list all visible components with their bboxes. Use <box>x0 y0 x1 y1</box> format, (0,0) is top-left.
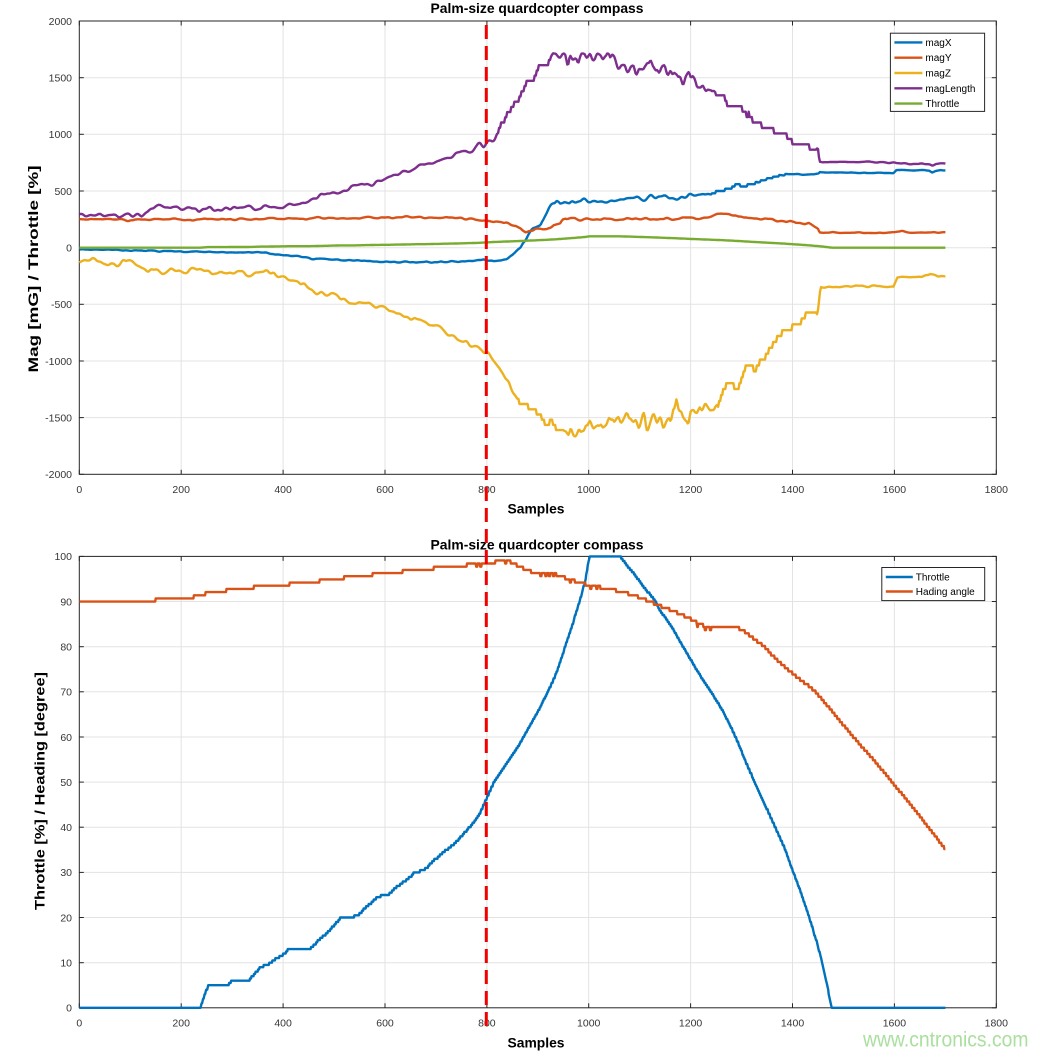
svg-text:2000: 2000 <box>49 16 73 28</box>
svg-text:30: 30 <box>60 867 72 879</box>
svg-text:60: 60 <box>60 732 72 744</box>
svg-text:Hading angle: Hading angle <box>916 587 975 598</box>
svg-text:Throttle: Throttle <box>916 573 950 584</box>
svg-text:magZ: magZ <box>925 69 951 80</box>
svg-text:1600: 1600 <box>883 484 907 496</box>
svg-text:1500: 1500 <box>49 73 73 85</box>
svg-text:Throttle: Throttle <box>925 99 959 110</box>
svg-text:600: 600 <box>376 1018 394 1030</box>
svg-text:40: 40 <box>60 822 72 834</box>
svg-text:magX: magX <box>925 38 951 49</box>
svg-text:1200: 1200 <box>679 484 703 496</box>
svg-text:1000: 1000 <box>49 129 73 141</box>
svg-text:400: 400 <box>274 484 292 496</box>
svg-text:-500: -500 <box>51 299 72 311</box>
svg-text:200: 200 <box>172 1018 190 1030</box>
svg-text:400: 400 <box>274 1018 292 1030</box>
svg-text:600: 600 <box>376 484 394 496</box>
svg-text:500: 500 <box>54 186 72 198</box>
svg-text:Mag [mG] / Throttle [%]: Mag [mG] / Throttle [%] <box>26 166 41 373</box>
svg-text:Samples: Samples <box>508 502 565 517</box>
svg-text:magLength: magLength <box>925 84 975 95</box>
svg-text:1400: 1400 <box>781 1018 805 1030</box>
svg-text:www.cntronics.com: www.cntronics.com <box>862 1029 1028 1052</box>
svg-text:1200: 1200 <box>679 1018 703 1030</box>
svg-text:Throttle [%] / Heading [degree: Throttle [%] / Heading [degree] <box>33 672 48 910</box>
svg-text:1400: 1400 <box>781 484 805 496</box>
svg-text:Samples: Samples <box>508 1036 565 1051</box>
svg-text:0: 0 <box>66 243 72 255</box>
svg-text:1800: 1800 <box>985 484 1009 496</box>
svg-text:Palm-size quardcopter compass: Palm-size quardcopter compass <box>431 1 644 16</box>
svg-text:Palm-size quardcopter compass: Palm-size quardcopter compass <box>431 537 644 552</box>
svg-text:100: 100 <box>54 551 72 563</box>
svg-text:0: 0 <box>76 484 82 496</box>
svg-text:50: 50 <box>60 777 72 789</box>
svg-text:1800: 1800 <box>985 1018 1009 1030</box>
svg-text:0: 0 <box>76 1018 82 1030</box>
svg-text:10: 10 <box>60 958 72 970</box>
svg-text:0: 0 <box>66 1003 72 1015</box>
svg-text:magY: magY <box>925 53 951 64</box>
svg-text:80: 80 <box>60 642 72 654</box>
svg-text:1600: 1600 <box>883 1018 907 1030</box>
svg-text:-1500: -1500 <box>45 412 72 424</box>
svg-text:200: 200 <box>172 484 190 496</box>
svg-text:-2000: -2000 <box>45 469 72 481</box>
svg-text:1000: 1000 <box>577 484 601 496</box>
svg-text:1000: 1000 <box>577 1018 601 1030</box>
svg-text:20: 20 <box>60 912 72 924</box>
svg-text:90: 90 <box>60 596 72 608</box>
svg-text:-1000: -1000 <box>45 356 72 368</box>
svg-text:70: 70 <box>60 687 72 699</box>
